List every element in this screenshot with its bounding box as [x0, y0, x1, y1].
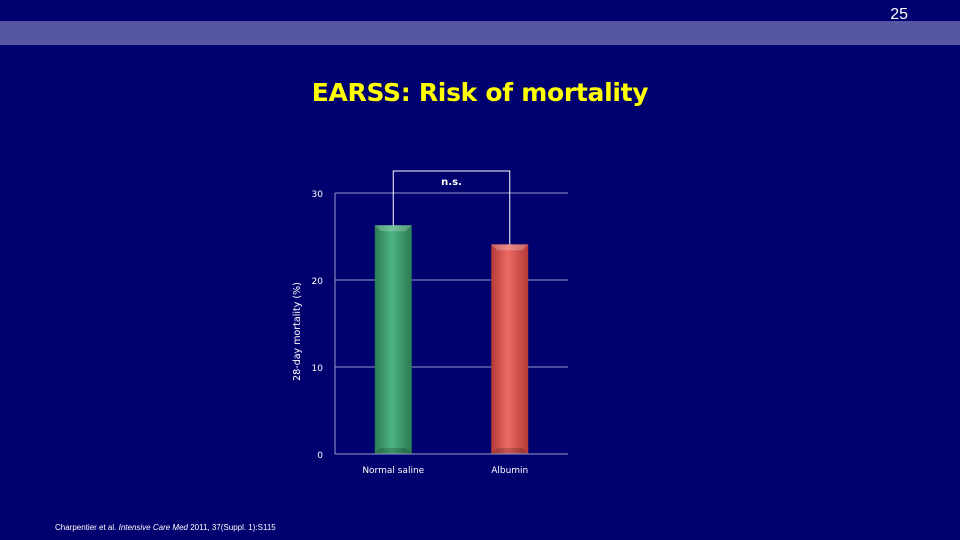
- citation-authors: Charpentier et al.: [55, 523, 119, 532]
- y-tick-label: 0: [317, 451, 323, 461]
- bar-bevel-bottom: [491, 448, 529, 454]
- x-category-label: Normal saline: [362, 466, 424, 476]
- x-category-label: Albumin: [491, 466, 528, 476]
- slide-title: EARSS: Risk of mortality: [311, 78, 649, 107]
- significance-label: n.s.: [441, 177, 462, 188]
- header-band: [0, 21, 960, 45]
- y-tick-label: 10: [312, 364, 324, 374]
- y-tick-label: 30: [312, 190, 324, 200]
- bar-layer: [374, 225, 529, 454]
- bar-normal-saline: [374, 225, 412, 454]
- mortality-bar-chart: 0 10 20 30 Normal saline Albumin n.s. 28-day mo…: [292, 170, 568, 476]
- bar-albumin: [491, 244, 529, 454]
- citation-details: 2011, 37(Suppl. 1):S115: [187, 523, 276, 532]
- citation-journal: Intensive Care Med: [118, 523, 188, 532]
- bar-bevel-top: [491, 244, 529, 251]
- grid-layer: [335, 192, 568, 368]
- label-layer: 0 10 20 30 Normal saline Albumin n.s. 28-day mo…: [292, 177, 528, 476]
- y-tick-label: 20: [312, 277, 324, 287]
- significance-bracket: [392, 170, 511, 245]
- y-axis-label: 28-day mortality (%): [292, 282, 303, 381]
- citation: Charpentier et al. Intensive Care Med 20…: [55, 523, 276, 532]
- slide-number: 25: [890, 6, 908, 23]
- axis-layer: [334, 170, 568, 455]
- bar-bevel-bottom: [374, 448, 412, 454]
- bar-bevel-top: [374, 225, 412, 232]
